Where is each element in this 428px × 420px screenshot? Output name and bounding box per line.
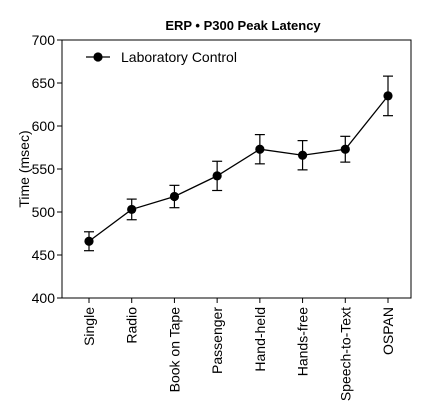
error-bars <box>84 75 393 252</box>
x-tick-label: Hand-held <box>252 307 268 372</box>
y-tick-label: 650 <box>32 75 56 91</box>
legend-label-laboratory-control: Laboratory Control <box>121 49 237 65</box>
data-point <box>255 144 265 154</box>
y-tick-label: 500 <box>32 204 56 220</box>
y-tick-label: 550 <box>32 161 56 177</box>
legend: Laboratory Control <box>86 49 237 65</box>
y-axis-label: Time (msec) <box>16 130 32 207</box>
data-points <box>84 91 393 246</box>
data-point <box>169 191 180 202</box>
data-point <box>84 236 94 246</box>
x-axis: Single Radio Book on Tape Passenger Hand-hel… <box>81 298 396 401</box>
data-point <box>340 144 350 154</box>
x-tick-label: OSPAN <box>380 307 396 355</box>
series-line-laboratory-control <box>88 95 389 242</box>
legend-marker <box>93 52 103 62</box>
x-tick-label: Speech-to-Text <box>337 307 353 401</box>
x-tick-label: Passenger <box>209 307 225 374</box>
x-tick-label: Radio <box>124 307 140 344</box>
y-tick-label: 700 <box>32 32 56 48</box>
data-point <box>127 204 137 215</box>
chart-title: ERP • P300 Peak Latency <box>165 18 321 33</box>
data-point <box>383 91 393 101</box>
y-axis: 400 450 500 550 600 650 700 <box>32 32 62 306</box>
y-tick-label: 600 <box>32 118 56 134</box>
x-tick-label: Single <box>81 307 97 346</box>
y-tick-label: 450 <box>32 247 56 263</box>
x-tick-label: Book on Tape <box>166 307 182 393</box>
data-point <box>297 150 308 160</box>
x-tick-label: Hands-free <box>295 307 311 376</box>
y-tick-label: 400 <box>32 290 56 306</box>
data-point <box>212 171 222 181</box>
plot-area-frame <box>61 39 412 299</box>
